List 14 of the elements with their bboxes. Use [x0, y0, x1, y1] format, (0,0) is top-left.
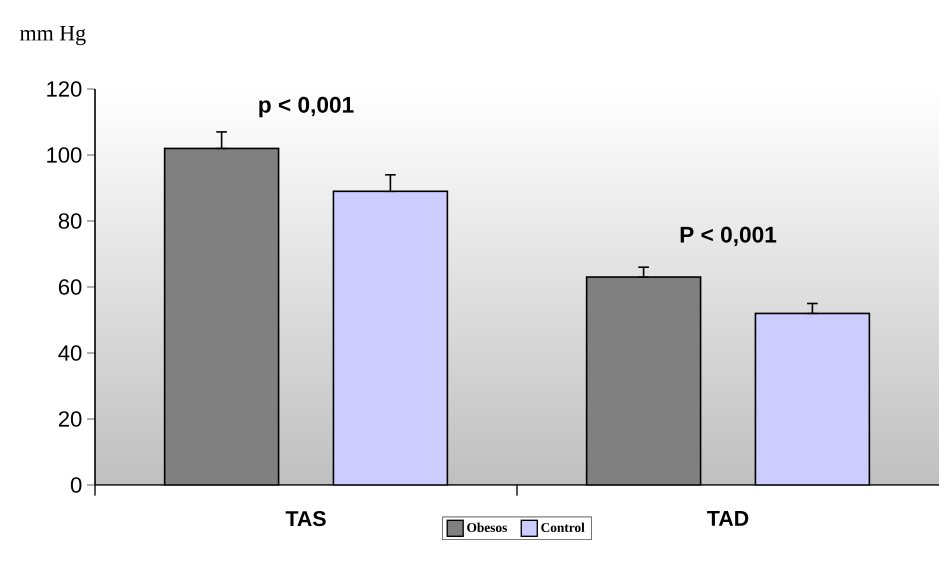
- y-axis-title: mm Hg: [20, 26, 86, 46]
- annotation: P < 0,001: [680, 226, 776, 246]
- x-tick-label: TAS: [286, 511, 326, 526]
- y-tick-label: 40: [58, 345, 82, 361]
- y-tick-label: 120: [47, 81, 82, 97]
- y-tick-label: 20: [58, 411, 82, 427]
- legend-label: Control: [541, 522, 585, 532]
- legend-label: Obesos: [467, 522, 507, 532]
- y-tick-label: 100: [47, 147, 82, 163]
- y-tick-label: 80: [58, 213, 82, 229]
- y-tick-label: 0: [70, 477, 82, 493]
- x-tick-label: TAD: [707, 511, 748, 526]
- annotation: p < 0,001: [259, 96, 354, 118]
- y-tick-label: 60: [58, 279, 82, 295]
